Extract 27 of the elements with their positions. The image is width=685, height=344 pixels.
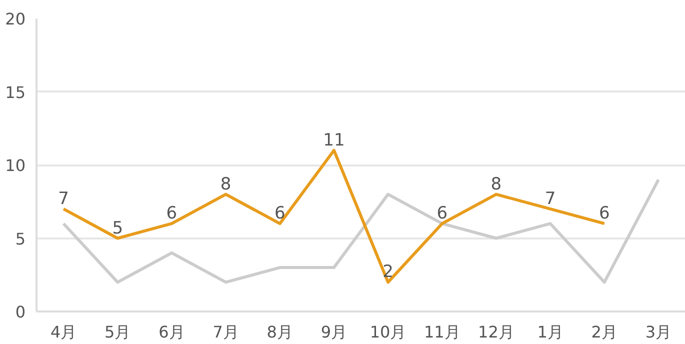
data-label: 11 [323,130,345,150]
x-tick-label: 1月 [537,322,564,342]
data-label: 7 [544,188,556,209]
data-label: 8 [490,174,502,194]
y-tick-label: 0 [15,302,26,322]
data-label: 6 [436,204,448,224]
x-tick-label: 4月 [50,322,77,342]
data-label: 6 [166,204,178,224]
data-label: 6 [598,204,610,224]
x-tick-label: 2月 [591,322,618,342]
data-label: 7 [58,188,69,209]
x-tick-label: 5月 [104,322,131,342]
x-tick-label: 11月 [424,322,460,342]
y-tick-label: 15 [5,82,26,102]
y-tick-label: 10 [5,156,26,175]
y-tick-label: 5 [15,229,26,248]
data-label: 5 [112,218,124,238]
x-tick-label: 8月 [266,322,293,342]
data-label: 8 [220,174,232,194]
x-tick-label: 9月 [320,322,348,342]
data-label: 6 [274,204,286,224]
x-tick-label: 10月 [370,322,406,342]
y-tick-label: 20 [5,10,26,28]
x-tick-label: 6月 [158,322,185,342]
x-tick-label: 3月 [645,322,672,342]
x-tick-label: 7月 [212,322,239,342]
x-tick-label: 12月 [478,322,514,342]
